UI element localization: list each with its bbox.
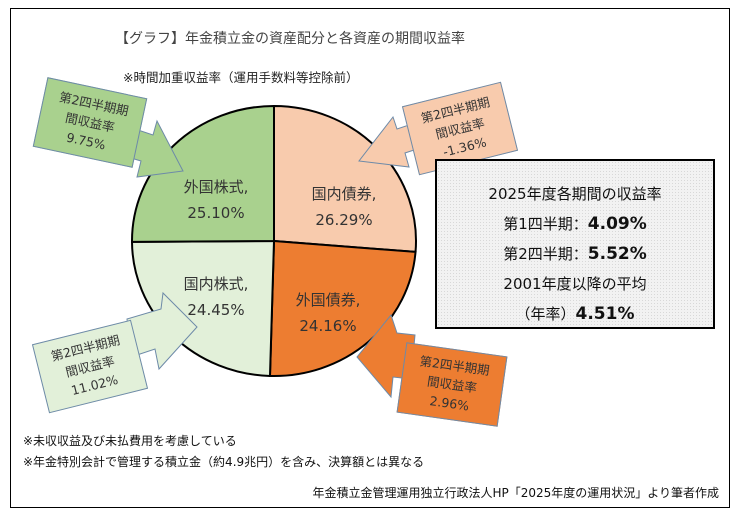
source-note: 年金積立金管理運用独立行政法人HP「2025年度の運用状況」より筆者作成 <box>312 486 719 500</box>
chart-title: 【グラフ】年金積立金の資産配分と各資産の期間収益率 <box>115 31 465 47</box>
slice-label-domestic-stocks: 国内株式, 24.45% <box>183 275 249 319</box>
slice-label-foreign-stocks: 外国株式, 25.10% <box>183 178 249 222</box>
arrow-domestic-stocks <box>126 291 198 371</box>
summary-heading: 2025年度各期間の収益率 <box>488 185 662 203</box>
chart-frame: 【グラフ】年金積立金の資産配分と各資産の期間収益率 ※時間加重収益率（運用手数料… <box>10 8 730 508</box>
summary-box: 2025年度各期間の収益率 第1四半期：4.09% 第2四半期：5.52% 20… <box>435 159 715 329</box>
slice-label-domestic-bonds: 国内債券, 26.29% <box>311 185 377 229</box>
note-1: ※未収収益及び未払費用を考慮している <box>23 434 237 448</box>
pie-chart <box>120 104 424 399</box>
slice-label-foreign-bonds: 外国債券, 24.16% <box>295 291 361 335</box>
chart-subtitle: ※時間加重収益率（運用手数料等控除前） <box>123 70 359 85</box>
summary-q2: 第2四半期：5.52% <box>503 244 647 264</box>
summary-q1: 第1四半期：4.09% <box>503 214 647 234</box>
note-2: ※年金特別会計で管理する積立金（約4.9兆円）を含み、決算額とは異なる <box>23 455 425 469</box>
callout-foreign-bonds: 第2四半期期 間収益率 2.96% <box>396 342 508 427</box>
summary-avg: （年率）4.51% <box>515 304 635 324</box>
summary-avg-label: 2001年度以降の平均 <box>503 275 647 293</box>
slice-foreign-stocks <box>131 104 275 243</box>
slice-foreign-bonds <box>268 239 417 377</box>
